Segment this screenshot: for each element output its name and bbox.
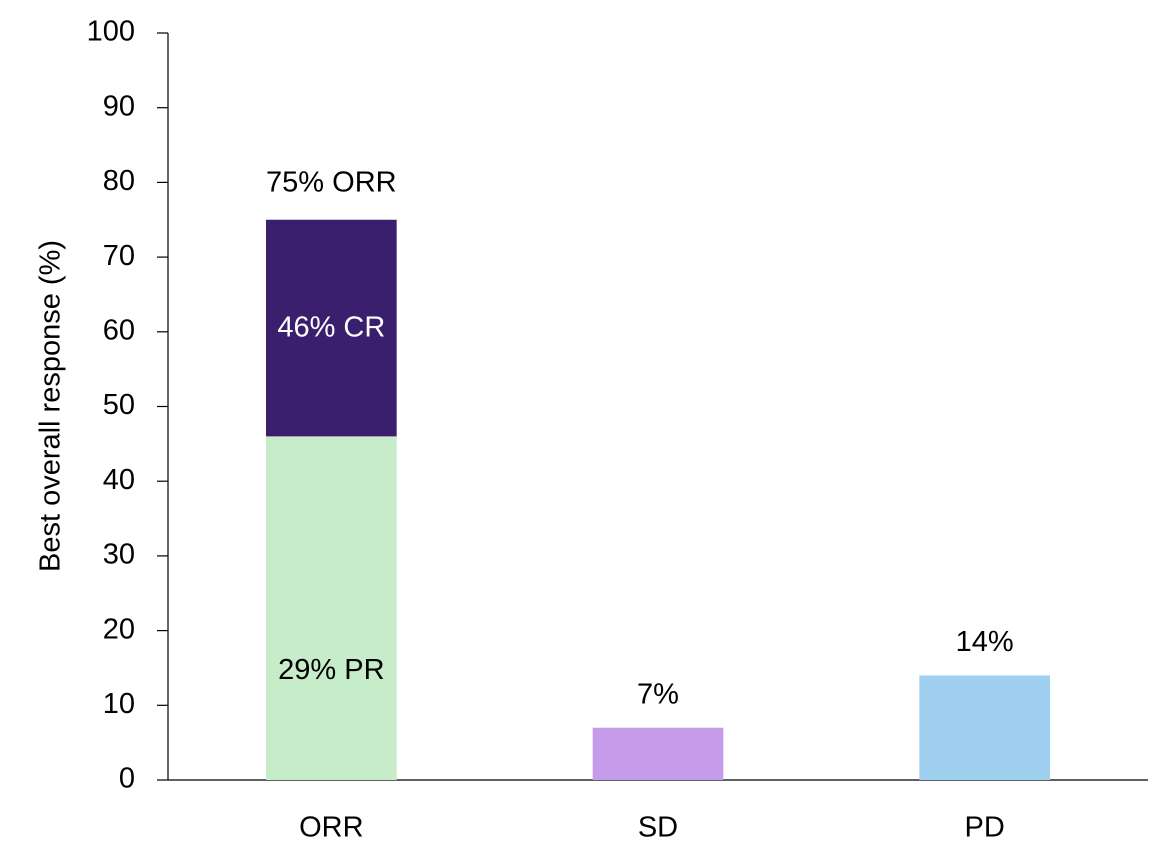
- bar-segment: [266, 436, 397, 780]
- y-tick-label: 40: [103, 464, 135, 496]
- y-tick-label: 20: [103, 613, 135, 645]
- x-tick-label: ORR: [299, 812, 363, 844]
- value-label: 7%: [637, 678, 679, 710]
- y-tick-label: 10: [103, 688, 135, 720]
- y-tick-label: 70: [103, 240, 135, 272]
- annotation: 75% ORR: [266, 166, 397, 198]
- y-tick-label: 30: [103, 539, 135, 571]
- x-tick-label: SD: [638, 812, 678, 844]
- y-tick-label: 0: [119, 763, 135, 795]
- y-tick-label: 60: [103, 314, 135, 346]
- value-label: 14%: [956, 626, 1014, 658]
- y-tick-label: 80: [103, 165, 135, 197]
- y-tick-label: 100: [87, 16, 135, 48]
- bar-segment: [592, 727, 724, 780]
- y-tick-label: 50: [103, 389, 135, 421]
- bar-segment: [919, 675, 1050, 780]
- annotation: 46% CR: [277, 312, 385, 344]
- y-axis-label: Best overall response (%): [35, 240, 67, 572]
- y-tick-label: 90: [103, 90, 135, 122]
- bar-segment: [266, 219, 397, 437]
- x-tick-label: PD: [965, 812, 1005, 844]
- annotation: 29% PR: [278, 654, 384, 686]
